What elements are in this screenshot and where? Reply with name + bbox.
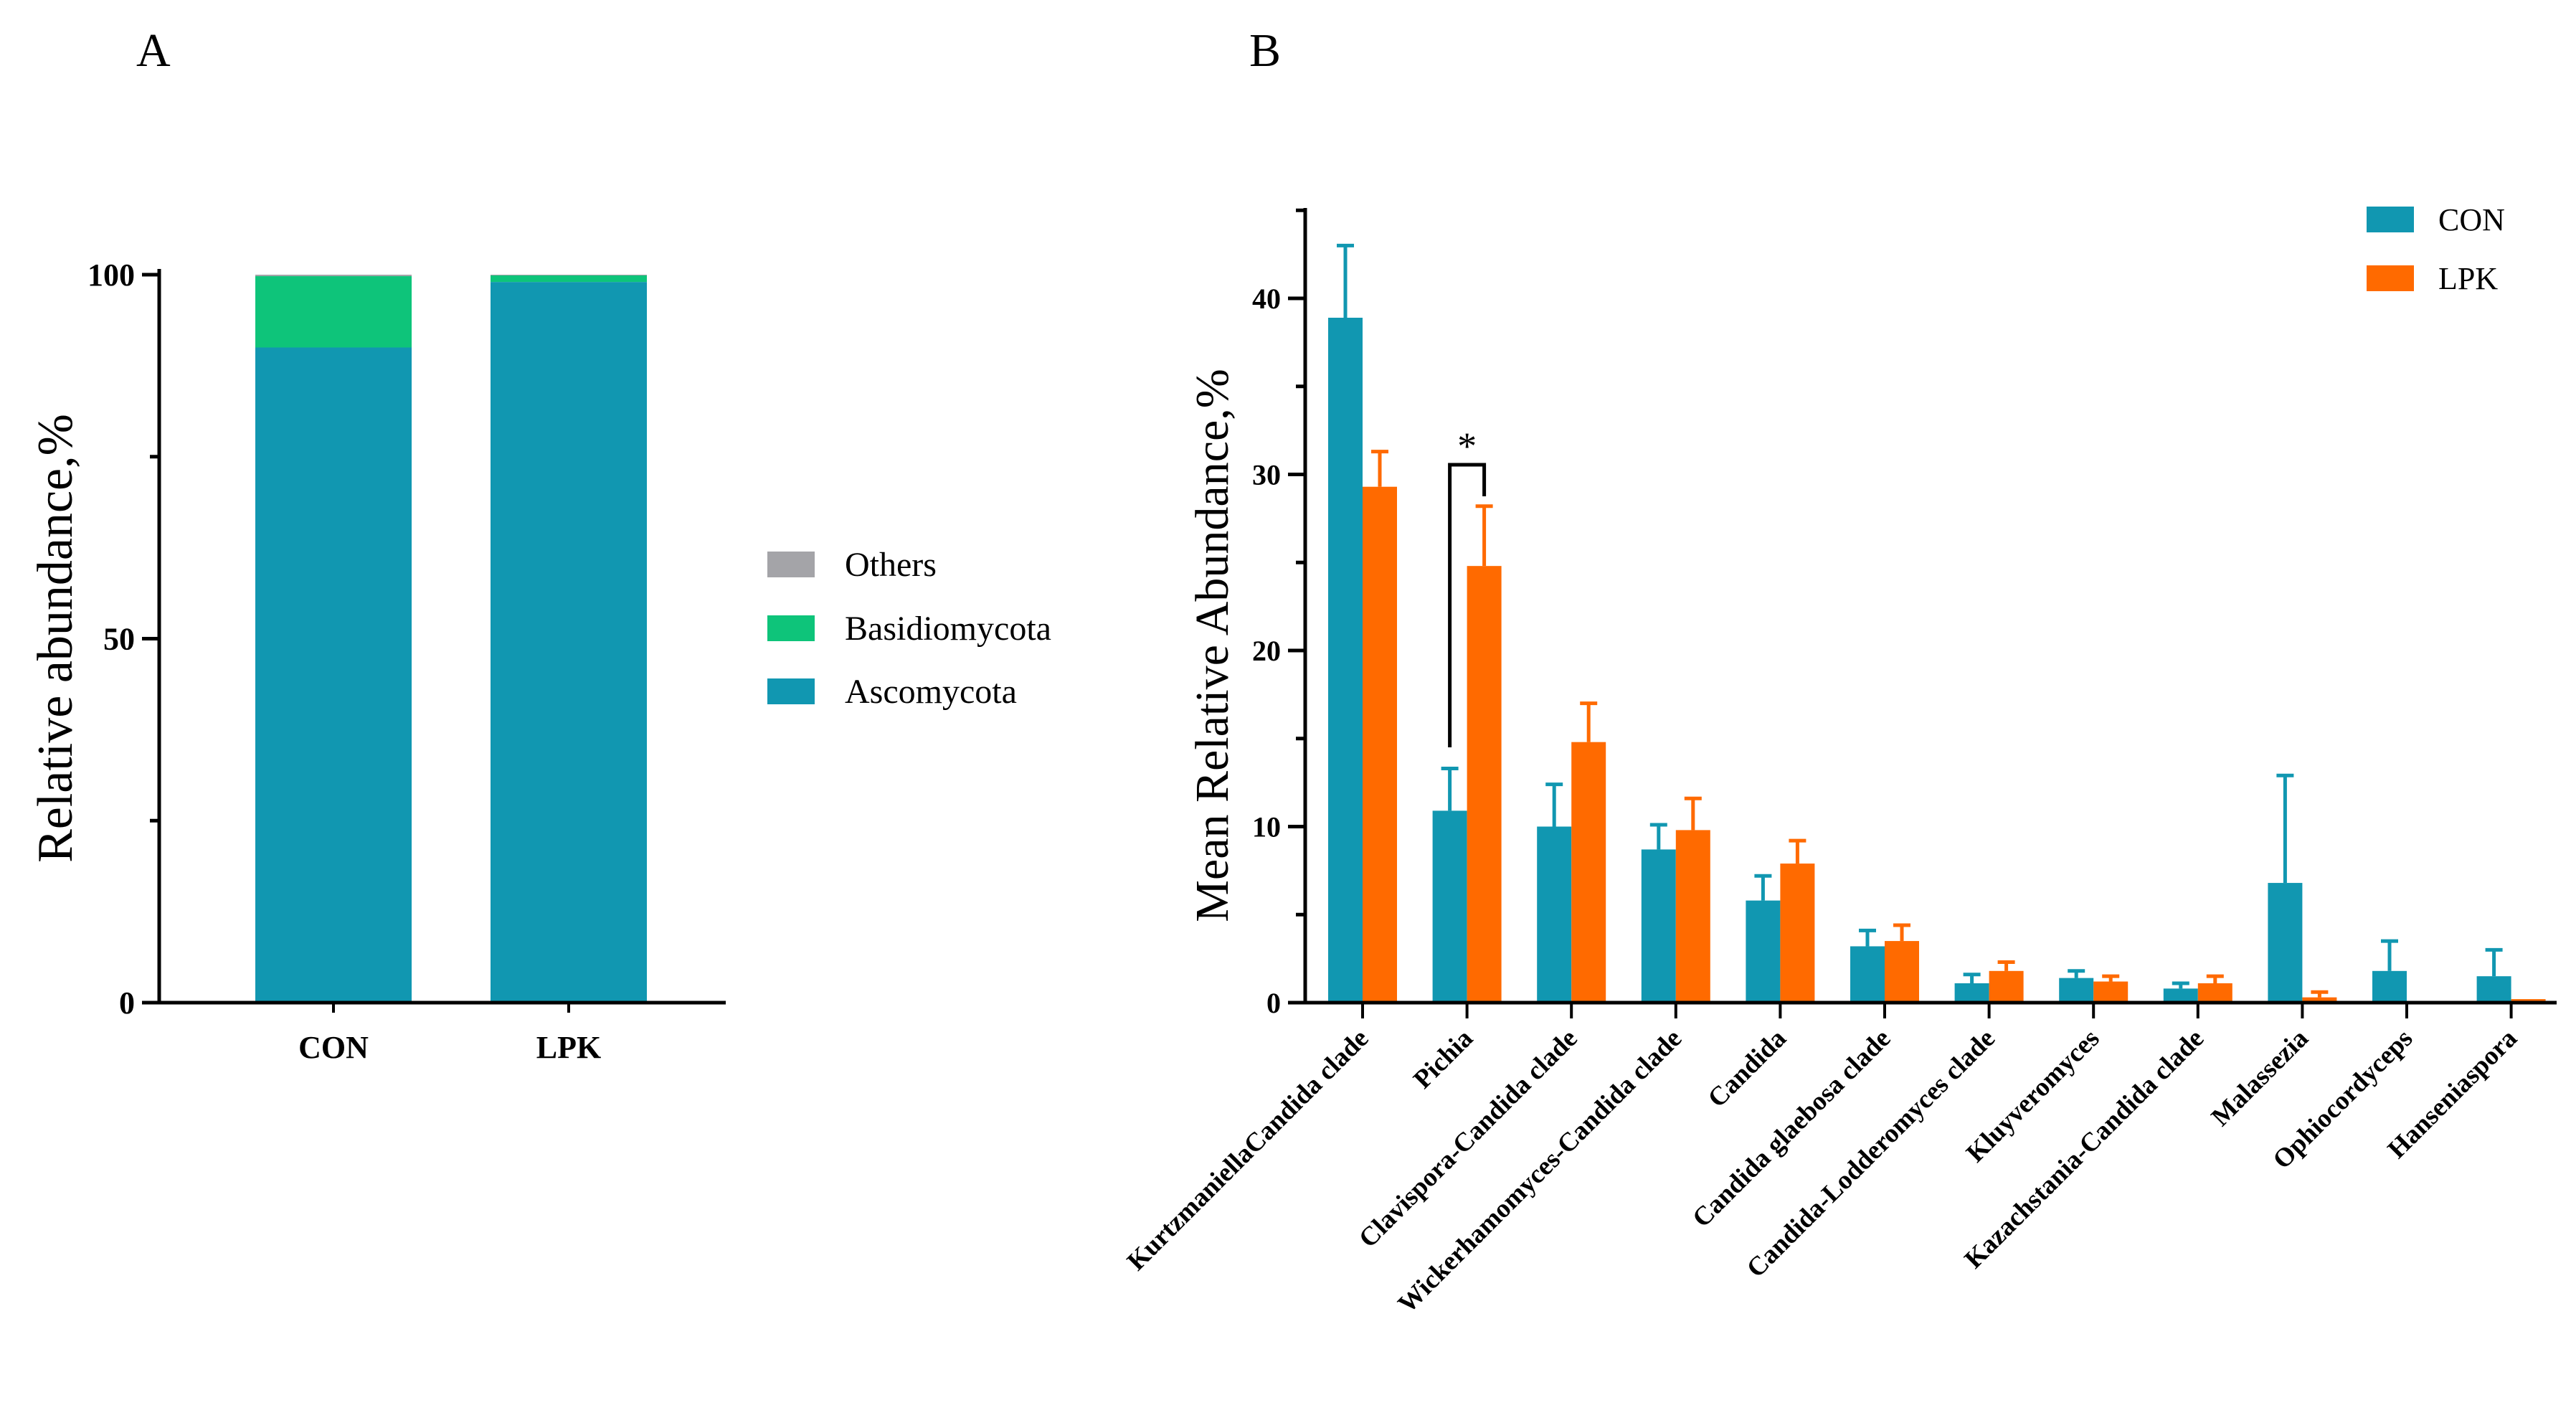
significance-marker: *: [1457, 425, 1477, 468]
stacked-bar-chart-a: 0 50 100 CON LPK Relative abundance,% Others Ba…: [28, 257, 1051, 1065]
bar-con-0: [1328, 318, 1363, 1003]
significance-bracket: [1448, 463, 1487, 747]
y-tick-label-a: 50: [103, 622, 135, 657]
bar-lpk-3: [1675, 830, 1710, 1003]
y-tick-label-b: 10: [1252, 811, 1281, 843]
bar-lpk-8: [2197, 983, 2232, 1003]
legend-swatch-con: [2367, 207, 2414, 232]
x-tick-label-a: LPK: [536, 1030, 601, 1065]
bar-con-7: [2059, 978, 2094, 1003]
legend-label-others: Others: [845, 546, 937, 584]
bar-con-3: [1641, 849, 1676, 1003]
legend-label-ascomycota: Ascomycota: [845, 673, 1017, 711]
legend-label-lpk: LPK: [2438, 261, 2498, 296]
y-tick-label-a: 100: [87, 257, 135, 293]
bar-con-1: [1432, 810, 1467, 1003]
y-tick-label-b: 20: [1252, 635, 1281, 667]
bar-ascomycota-lpk: [491, 282, 647, 1003]
x-tick-label-a: CON: [298, 1030, 369, 1065]
y-axis-label-b: Mean Relative Abundance,%: [1186, 369, 1239, 922]
legend-swatch-basidiomycota: [767, 615, 815, 641]
bar-con-10: [2372, 970, 2407, 1003]
bar-con-5: [1850, 946, 1885, 1003]
bar-con-6: [1954, 983, 1989, 1003]
bar-con-9: [2268, 883, 2303, 1003]
bar-others-con: [255, 275, 412, 277]
bar-basidiomycota-lpk: [491, 275, 647, 283]
bar-lpk-0: [1363, 486, 1397, 1003]
bar-lpk-9: [2302, 997, 2337, 1003]
bar-con-4: [1746, 900, 1781, 1003]
bar-lpk-1: [1467, 566, 1502, 1003]
y-tick-label-a: 0: [119, 985, 135, 1021]
y-axis-label-a: Relative abundance,%: [28, 414, 83, 863]
panel-label-a: A: [136, 24, 171, 77]
legend-label-basidiomycota: Basidiomycota: [845, 610, 1051, 648]
y-tick-label-b: 30: [1252, 459, 1281, 491]
legend-swatch-others: [767, 552, 815, 577]
bar-con-2: [1537, 826, 1572, 1003]
bar-basidiomycota-con: [255, 276, 412, 348]
bar-lpk-7: [2093, 981, 2128, 1003]
bar-con-8: [2163, 988, 2198, 1003]
panel-label-b: B: [1249, 24, 1281, 77]
legend-swatch-lpk: [2367, 265, 2414, 291]
legend-swatch-ascomycota: [767, 678, 815, 704]
bar-lpk-2: [1571, 742, 1606, 1003]
bar-lpk-4: [1780, 864, 1815, 1003]
bar-lpk-5: [1885, 941, 1919, 1003]
bar-lpk-6: [1989, 970, 2024, 1003]
bar-con-11: [2476, 976, 2511, 1003]
bar-ascomycota-con: [255, 347, 412, 1003]
y-tick-label-b: 0: [1266, 987, 1281, 1019]
y-tick-label-b: 40: [1252, 283, 1281, 315]
legend-label-con: CON: [2438, 202, 2505, 237]
